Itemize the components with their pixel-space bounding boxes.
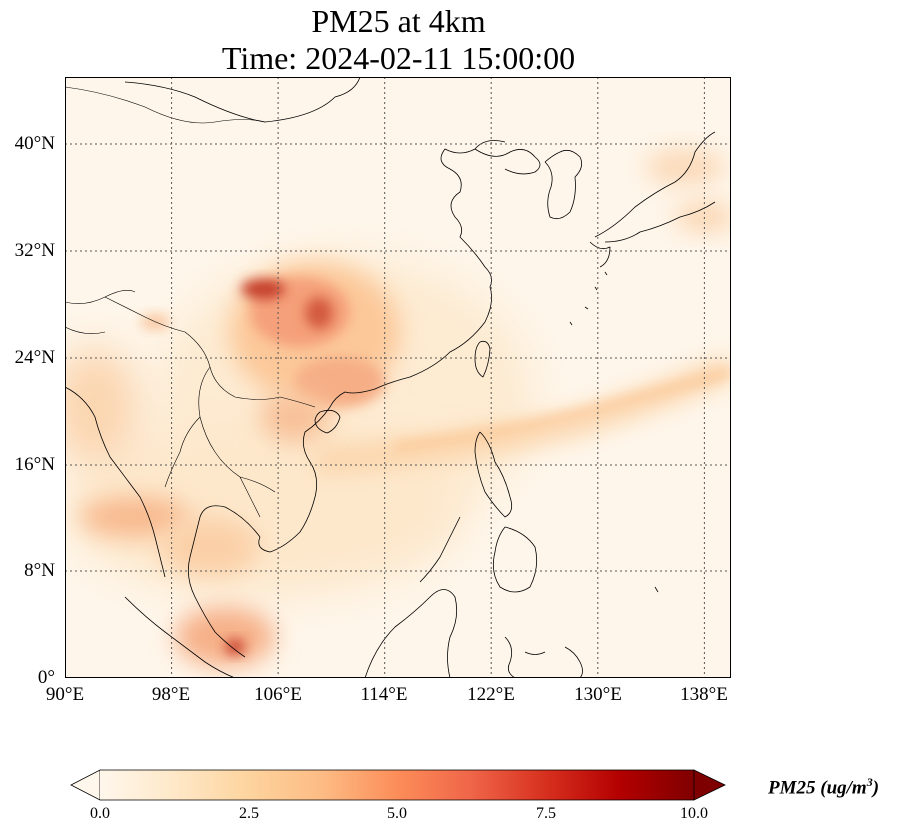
lon-tick-label: 122°E	[467, 684, 515, 705]
coastline-ryukyu	[569, 271, 608, 326]
coastline-korea	[544, 149, 583, 220]
gridlines	[65, 77, 731, 678]
pm25-plume-pacific-core	[394, 368, 731, 451]
border-china-north	[65, 86, 266, 124]
pm25-plume-bengal	[65, 347, 140, 467]
pm25-plume-gulf-tonkin	[260, 392, 330, 442]
coastline-gulf-thailand	[187, 505, 261, 658]
coastline-sumatra	[124, 596, 236, 678]
pm25-plume-sumatra-core	[225, 639, 245, 655]
lat-tick-label: 32°N	[14, 240, 55, 261]
lat-tick-label: 40°N	[14, 133, 55, 154]
colorbar	[70, 769, 726, 801]
map-border	[65, 77, 731, 678]
coastline-palawan	[419, 516, 461, 583]
colorbar-gradient	[100, 770, 694, 800]
coastline-luzon	[474, 431, 513, 518]
lat-tick-label: 0°	[37, 667, 55, 688]
colorbar-label-text: PM25 (ug/m	[768, 777, 867, 799]
colorbar-tick-label: 5.0	[387, 805, 407, 822]
map-panel	[65, 77, 731, 678]
colorbar-tick-label: 10.0	[680, 805, 708, 822]
coastlines-and-borders	[65, 77, 716, 678]
colorbar-label-close: )	[872, 777, 880, 799]
colorbar-label-exponent: 3	[866, 775, 873, 789]
coastline-visayas-mindanao	[492, 526, 538, 593]
pm25-plume-myanmar	[80, 497, 190, 537]
pm25-plume-japan	[645, 149, 725, 185]
lon-tick-label: 130°E	[574, 684, 622, 705]
coastline-taiwan	[474, 340, 491, 378]
pm25-plume-guangdong	[295, 357, 385, 407]
coastline-vietnam	[258, 406, 331, 553]
colorbar-tick-label: 0.0	[90, 805, 110, 822]
coastline-sulawesi	[504, 636, 546, 678]
border-south-asia	[65, 290, 136, 334]
coastline-bohai	[474, 148, 541, 175]
colorbar-extend-max-triangle	[693, 769, 726, 801]
coastline-borneo	[364, 589, 458, 678]
lat-tick-label: 16°N	[14, 454, 55, 475]
coastline-kyushu	[589, 241, 611, 268]
lat-tick-label: 8°N	[24, 560, 55, 581]
pm25-plume-sichuan-core	[241, 279, 285, 299]
colorbar-tick-label: 2.5	[239, 805, 259, 822]
lon-tick-label: 98°E	[151, 684, 191, 705]
pm25-plume-thailand	[160, 517, 260, 577]
map-subtitle-time: Time: 2024-02-11 15:00:00	[221, 40, 576, 76]
pm25-concentration-field	[65, 149, 731, 667]
coastline-myanmar	[65, 386, 166, 578]
lon-tick-label: 114°E	[360, 684, 408, 705]
lat-tick-label: 24°N	[14, 347, 55, 368]
colorbar-label: PM25 (ug/m3)	[768, 775, 879, 799]
colorbar-extend-min-triangle	[70, 769, 101, 801]
coastline-halmahera-newguinea	[564, 586, 659, 678]
colorbar-tick-label: 7.5	[536, 805, 556, 822]
border-southeast-asia	[104, 296, 316, 518]
colorbar-outline	[100, 769, 694, 801]
pm25-plume-chongqing-core	[305, 297, 333, 329]
map-title: PM25 at 4km	[311, 3, 486, 39]
pm25-plume-sumatra	[175, 607, 275, 667]
pm25-plume-pacific-east	[675, 202, 731, 232]
coastline-hainan	[314, 409, 341, 434]
lon-tick-label: 138°E	[680, 684, 728, 705]
lon-tick-label: 90°E	[45, 684, 85, 705]
lon-tick-label: 106°E	[254, 684, 302, 705]
